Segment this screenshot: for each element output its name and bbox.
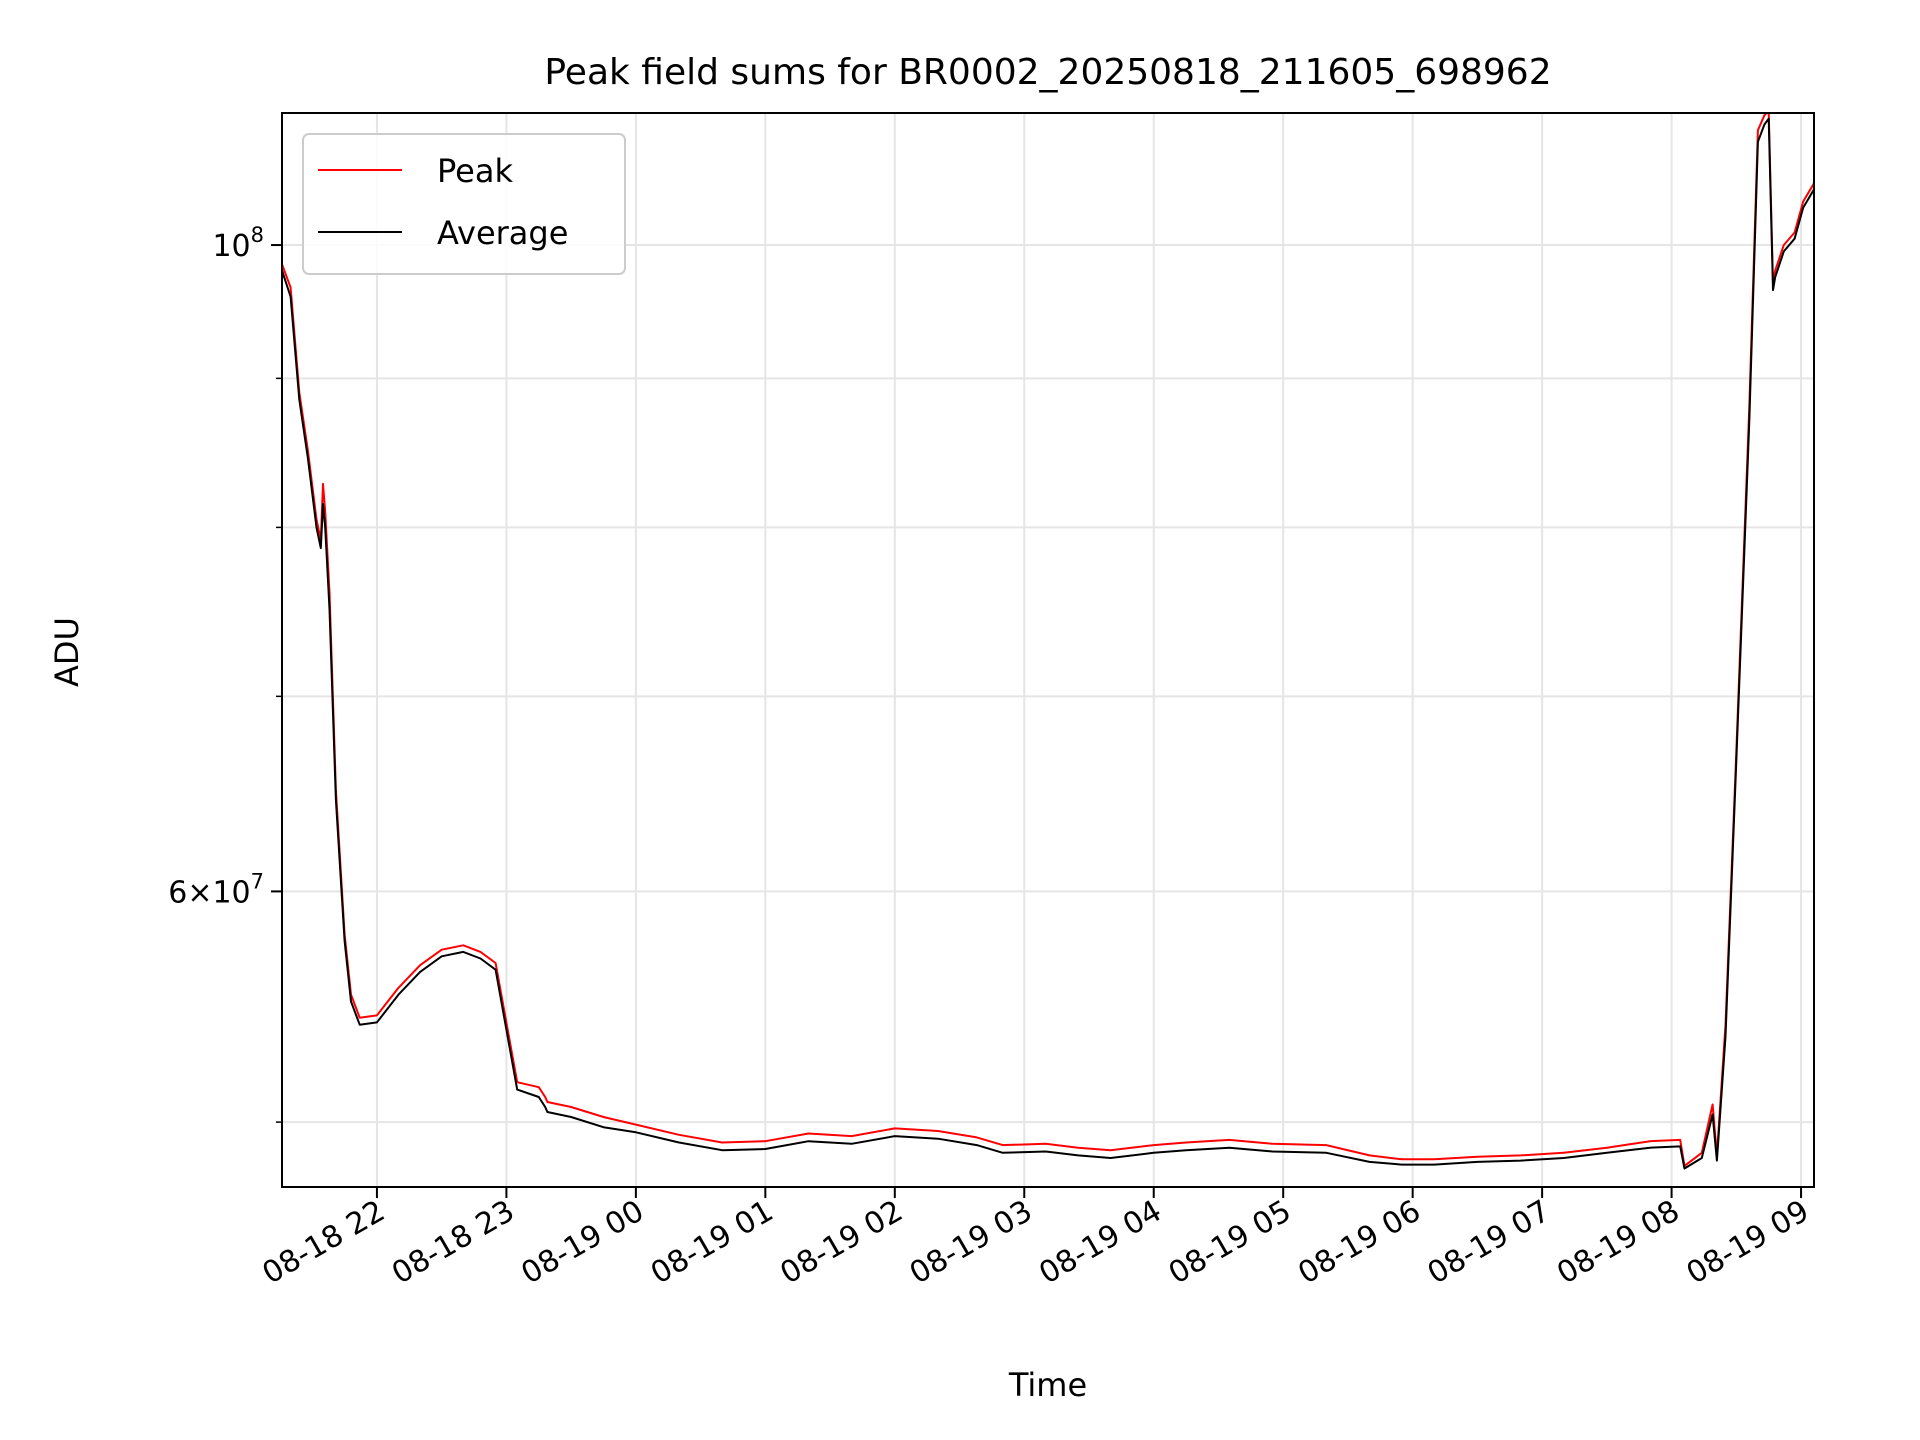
y-tick-label-part: ×10 <box>187 875 250 910</box>
y-axis-label: ADU <box>48 617 86 687</box>
y-tick-label-part: 8 <box>251 223 264 247</box>
grid <box>282 113 1814 1187</box>
y-tick-label: 6×107 <box>168 869 264 910</box>
series-line-average <box>282 117 1814 1170</box>
legend-label-peak: Peak <box>437 152 513 190</box>
plot-frame <box>281 112 1815 1188</box>
y-axis: 6×107 108 <box>168 223 282 1123</box>
series-layer <box>282 113 1814 1170</box>
x-axis-label: Time <box>1008 1366 1087 1404</box>
y-tick-label-part: 6 <box>168 875 187 910</box>
y-tick-label: 108 <box>212 223 264 264</box>
y-tick-label-part: 10 <box>212 229 250 264</box>
y-tick-label-part: 7 <box>251 869 264 893</box>
legend-label-average: Average <box>437 214 568 252</box>
legend: Peak Average <box>302 133 626 275</box>
chart-title: Peak field sums for BR0002_20250818_2116… <box>544 52 1551 93</box>
